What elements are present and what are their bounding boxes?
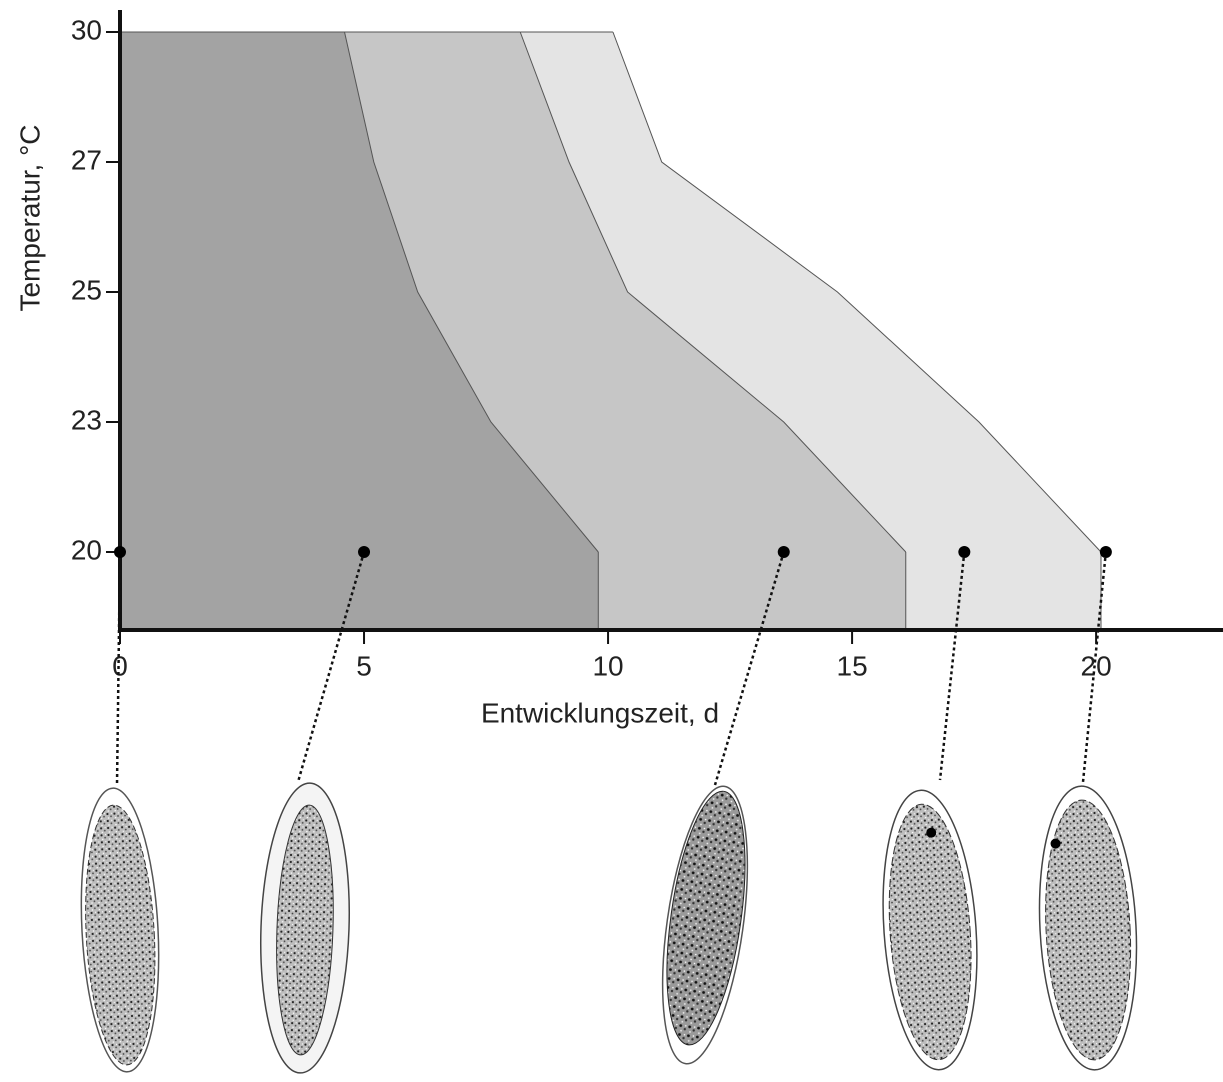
stage-marker: [958, 546, 970, 558]
y-tick-label: 27: [71, 144, 102, 175]
x-tick-label: 5: [356, 650, 372, 681]
y-tick-label: 30: [71, 14, 102, 45]
embryo: [256, 782, 354, 1075]
y-tick-label: 25: [71, 274, 102, 305]
embryo: [75, 786, 166, 1074]
stage-marker: [114, 546, 126, 558]
x-tick-label: 15: [837, 650, 868, 681]
y-axis-label: Temperatur, °C: [14, 124, 45, 311]
chart: 202325273005101520 Temperatur, °C Entwic…: [0, 0, 1223, 1077]
stage-marker: [358, 546, 370, 558]
page: {"chart_data": { "type": "band", "y_labe…: [0, 0, 1223, 1077]
stage-marker: [1100, 546, 1112, 558]
x-tick-label: 0: [112, 650, 128, 681]
embryo: [874, 787, 985, 1073]
stage-marker: [778, 546, 790, 558]
y-tick-label: 23: [71, 404, 102, 435]
y-tick-label: 20: [71, 534, 102, 565]
x-axis-label: Entwicklungszeit, d: [481, 697, 719, 728]
embryo: [1033, 784, 1144, 1073]
embryo: [648, 781, 762, 1069]
embryo-illustrations: [75, 781, 1144, 1074]
x-tick-label: 10: [592, 650, 623, 681]
